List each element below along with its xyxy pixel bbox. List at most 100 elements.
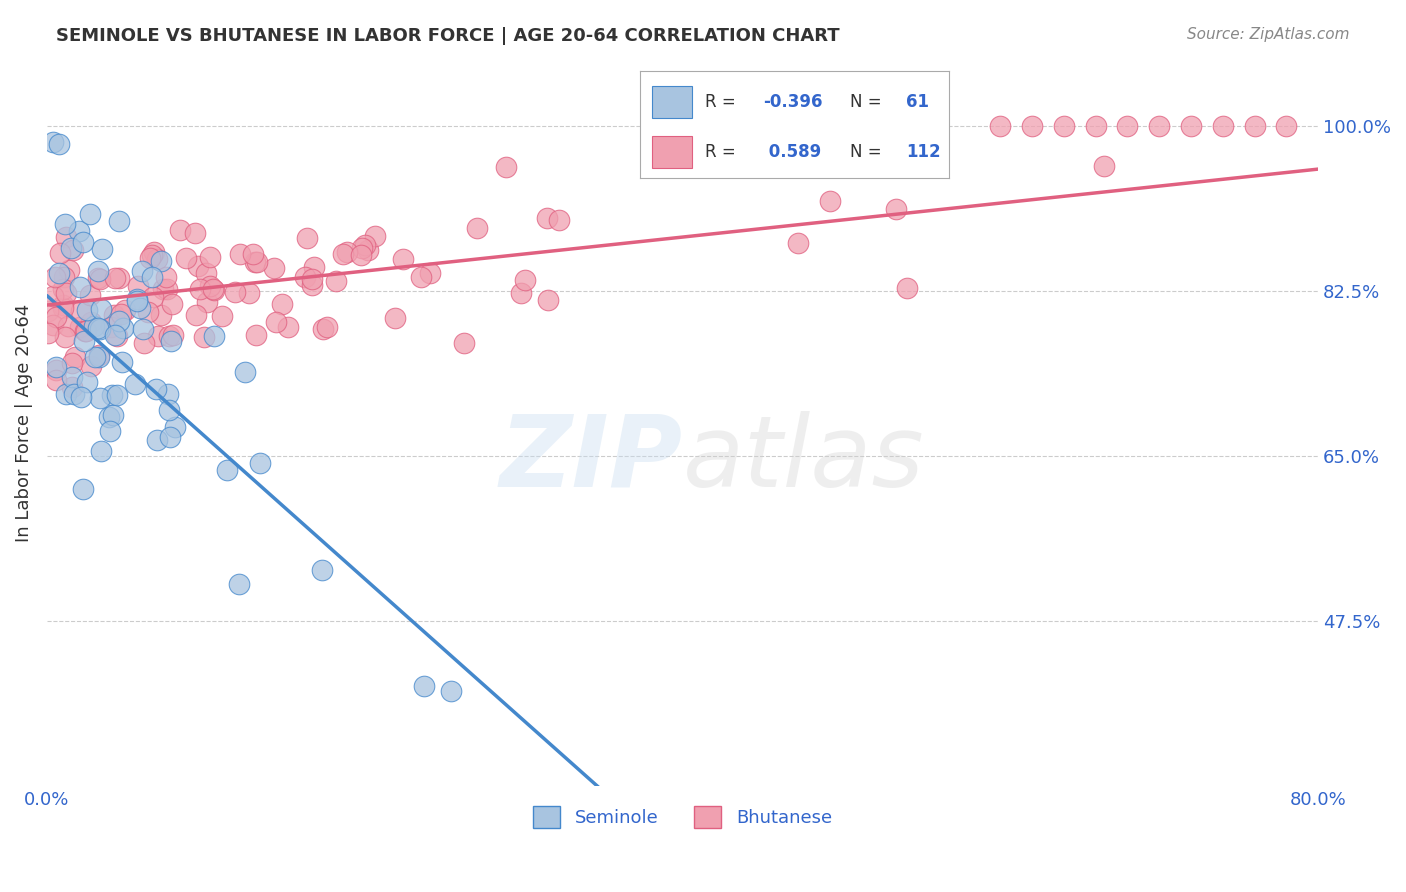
- Point: [105, 329, 128, 343]
- Point: [510, 285, 533, 300]
- Point: [787, 236, 810, 251]
- Point: [536, 211, 558, 226]
- Point: [277, 320, 299, 334]
- Point: [409, 270, 432, 285]
- Point: [72, 483, 94, 497]
- Point: [271, 297, 294, 311]
- Point: [127, 293, 149, 308]
- Point: [357, 243, 380, 257]
- Point: [52, 282, 75, 296]
- Point: [55, 230, 77, 244]
- Point: [312, 322, 335, 336]
- Point: [67, 224, 90, 238]
- Point: [114, 302, 136, 317]
- Point: [89, 351, 111, 365]
- Point: [124, 377, 146, 392]
- Point: [141, 269, 163, 284]
- Point: [301, 278, 323, 293]
- Point: [48, 266, 70, 280]
- Point: [194, 266, 217, 280]
- Point: [155, 270, 177, 285]
- Point: [69, 279, 91, 293]
- Point: [141, 248, 163, 262]
- Point: [1212, 119, 1234, 133]
- Point: [52, 301, 75, 315]
- Point: [125, 293, 148, 307]
- Point: [139, 252, 162, 266]
- Point: [49, 246, 72, 260]
- Point: [336, 244, 359, 259]
- Point: [87, 264, 110, 278]
- Point: [354, 237, 377, 252]
- Point: [211, 309, 233, 323]
- Point: [350, 240, 373, 254]
- Point: [297, 231, 319, 245]
- Point: [60, 242, 83, 256]
- Point: [83, 319, 105, 334]
- Point: [818, 194, 841, 208]
- Point: [384, 310, 406, 325]
- Point: [332, 246, 354, 260]
- Point: [169, 222, 191, 236]
- Point: [129, 301, 152, 315]
- Point: [60, 380, 83, 394]
- Point: [52, 270, 75, 285]
- Text: 61: 61: [905, 94, 929, 112]
- Point: [75, 324, 97, 338]
- Point: [145, 382, 167, 396]
- Point: [195, 294, 218, 309]
- Point: [1116, 119, 1139, 133]
- Point: [188, 282, 211, 296]
- Text: N =: N =: [851, 94, 887, 112]
- Point: [184, 226, 207, 240]
- Point: [55, 387, 77, 401]
- Point: [228, 246, 250, 260]
- Point: [159, 430, 181, 444]
- Point: [131, 264, 153, 278]
- Point: [266, 315, 288, 329]
- Point: [132, 321, 155, 335]
- Point: [70, 304, 93, 318]
- Point: [315, 320, 337, 334]
- Point: [202, 284, 225, 298]
- Point: [132, 335, 155, 350]
- Point: [1092, 159, 1115, 173]
- Point: [41, 289, 63, 303]
- Point: [146, 252, 169, 266]
- Point: [202, 329, 225, 343]
- Point: [440, 683, 463, 698]
- Point: [63, 386, 86, 401]
- Point: [198, 250, 221, 264]
- Point: [108, 313, 131, 327]
- Point: [79, 316, 101, 330]
- Point: [884, 202, 907, 217]
- Point: [1021, 119, 1043, 133]
- Point: [110, 307, 132, 321]
- Point: [1053, 119, 1076, 133]
- Point: [65, 350, 87, 364]
- Point: [75, 324, 97, 338]
- Point: [37, 326, 59, 340]
- Point: [235, 365, 257, 379]
- Text: atlas: atlas: [682, 411, 924, 508]
- Bar: [652, 87, 692, 119]
- Point: [45, 363, 67, 377]
- Point: [45, 310, 67, 324]
- Point: [79, 207, 101, 221]
- Point: [98, 410, 121, 425]
- Point: [73, 334, 96, 348]
- Point: [392, 252, 415, 267]
- Point: [79, 288, 101, 302]
- Point: [1243, 119, 1265, 133]
- Point: [69, 320, 91, 334]
- Point: [107, 270, 129, 285]
- Point: [249, 456, 271, 470]
- Point: [419, 266, 441, 280]
- Point: [103, 409, 125, 423]
- Point: [101, 388, 124, 402]
- Point: [896, 281, 918, 295]
- Point: [193, 330, 215, 344]
- Text: -0.396: -0.396: [763, 94, 823, 112]
- Point: [146, 329, 169, 343]
- Point: [80, 359, 103, 373]
